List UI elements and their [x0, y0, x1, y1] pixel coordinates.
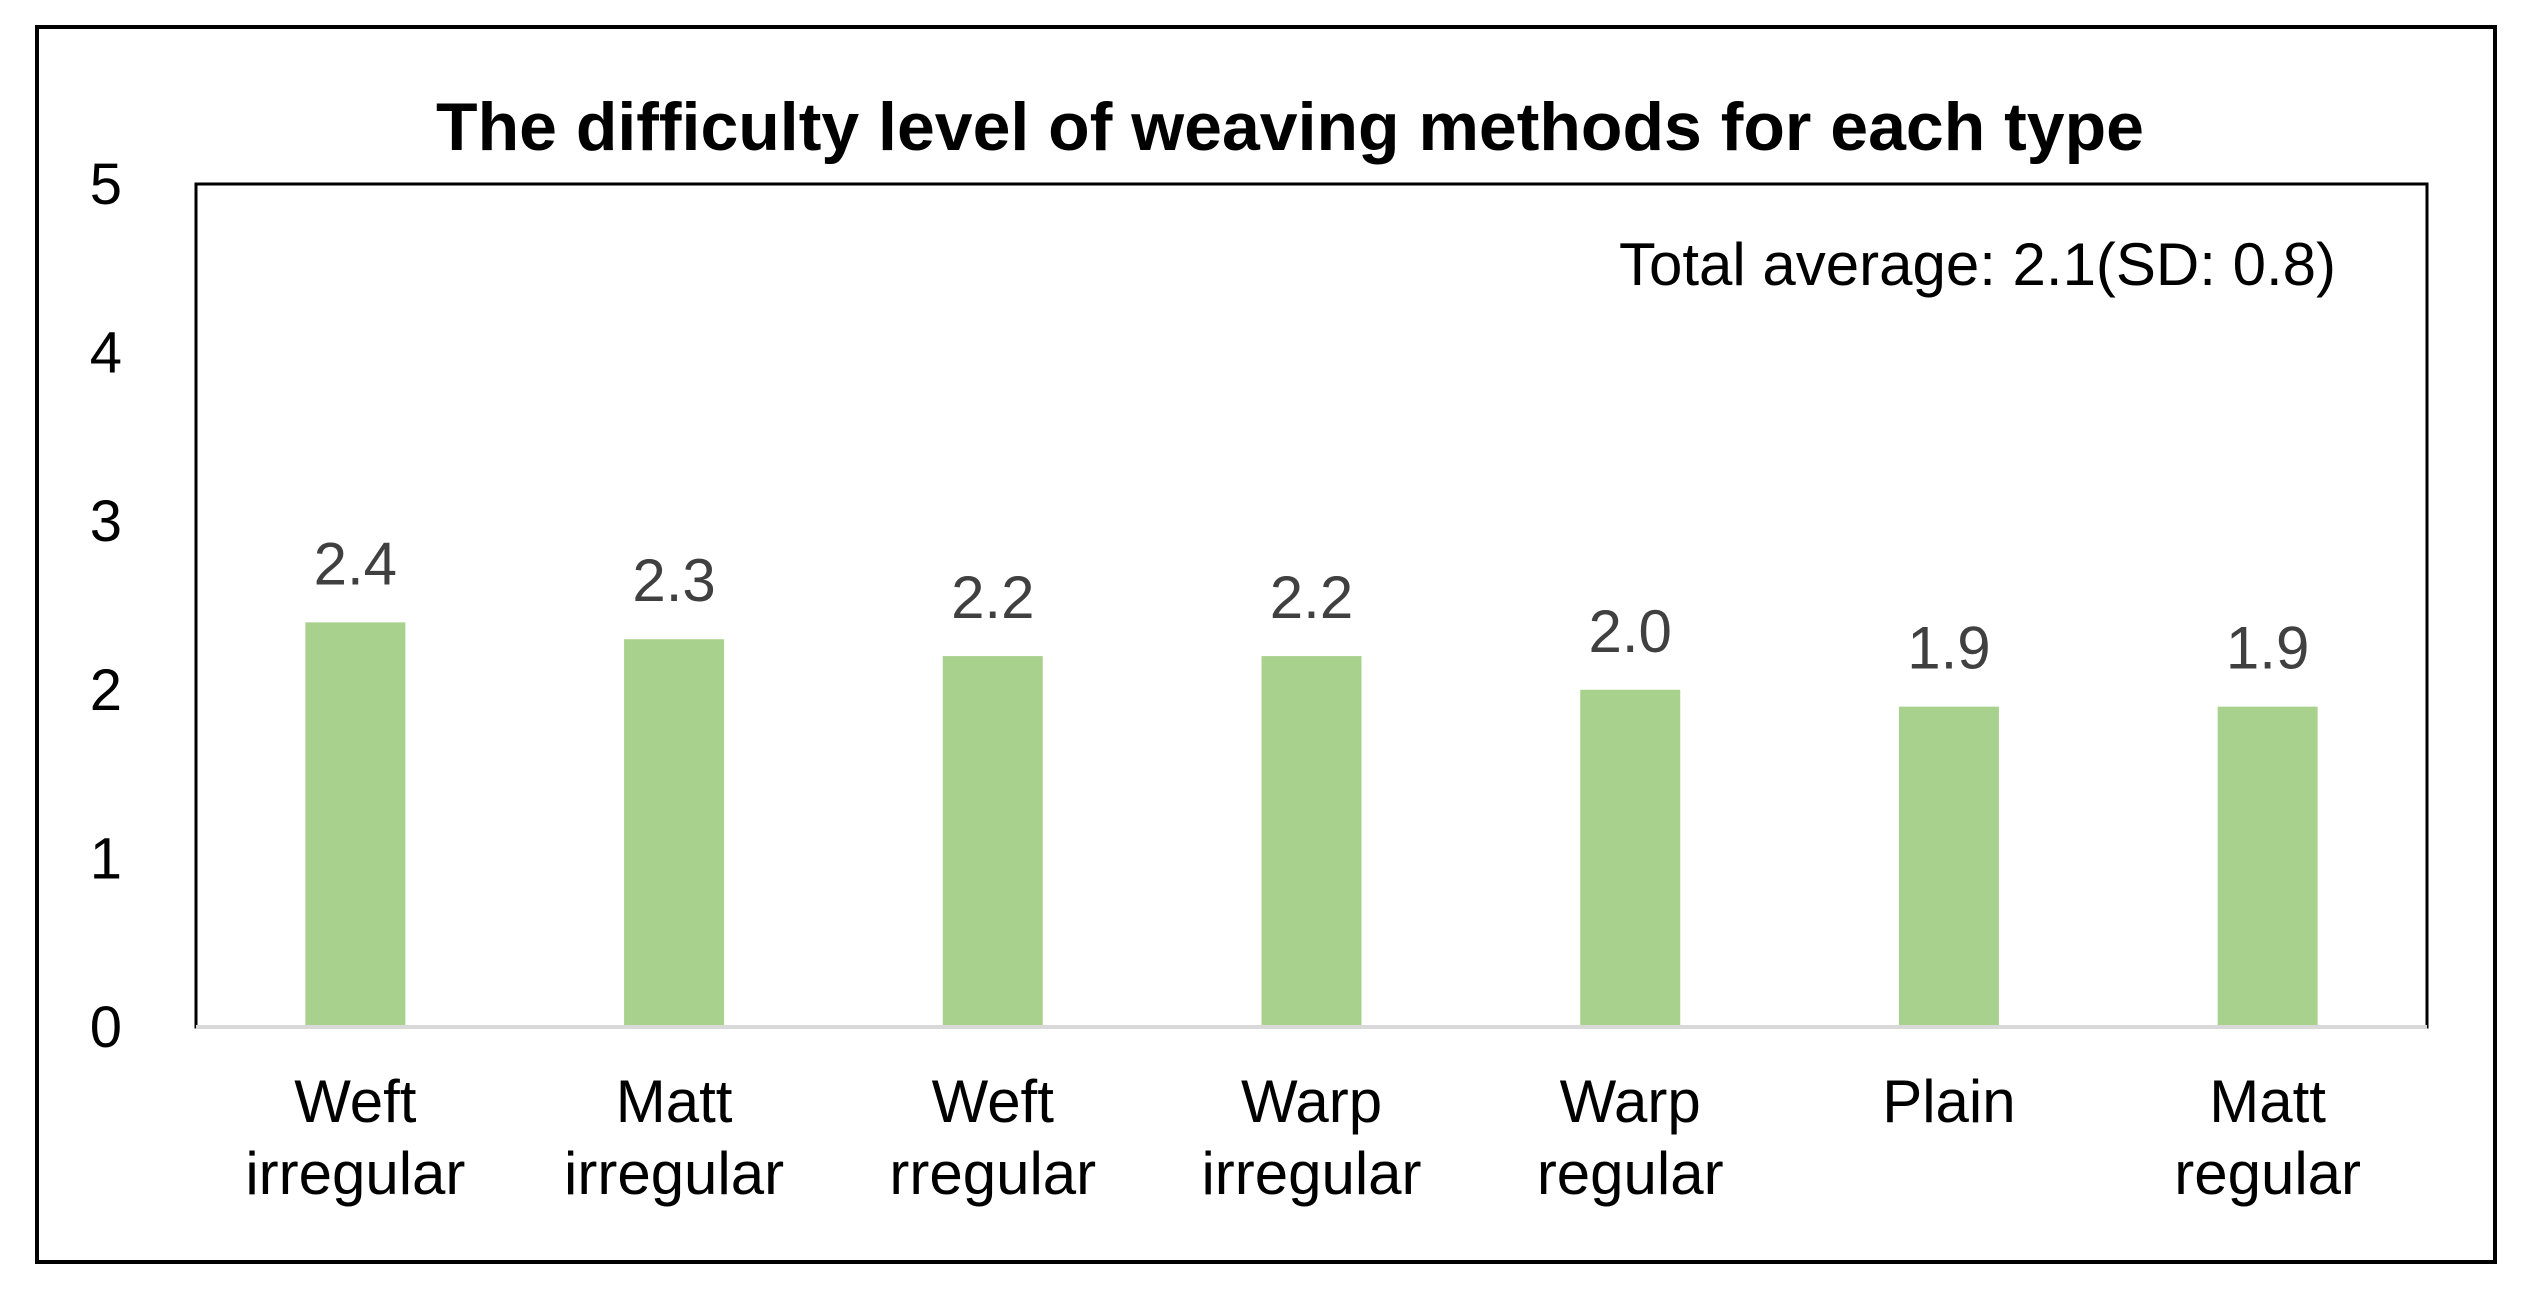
- y-tick-label: 5: [90, 152, 122, 217]
- data-label: 2.4: [314, 530, 397, 597]
- data-label: 2.2: [951, 564, 1034, 631]
- y-tick-label: 3: [90, 489, 122, 554]
- bar: [305, 622, 406, 1027]
- x-tick-label: Matt: [616, 1068, 733, 1135]
- bar: [2217, 706, 2318, 1027]
- x-tick-label: Warp: [1241, 1068, 1382, 1135]
- y-tick-label: 0: [90, 995, 122, 1060]
- data-label: 2.0: [1589, 598, 1672, 665]
- x-tick-label: Warp: [1560, 1068, 1701, 1135]
- data-label: 1.9: [2226, 615, 2309, 682]
- x-tick-label: Weft: [932, 1068, 1055, 1135]
- x-tick-label: rregular: [889, 1140, 1096, 1207]
- x-tick-label: irregular: [245, 1140, 465, 1207]
- data-label: 1.9: [1907, 615, 1990, 682]
- y-tick-label: 2: [90, 658, 122, 723]
- data-label: 2.2: [1270, 564, 1353, 631]
- bar: [1580, 689, 1681, 1027]
- y-tick-label: 1: [90, 826, 122, 891]
- bar-series: [305, 622, 2318, 1027]
- data-label: 2.3: [632, 547, 715, 614]
- total-average-annotation: Total average: 2.1(SD: 0.8): [1619, 231, 2336, 298]
- x-tick-label: irregular: [564, 1140, 784, 1207]
- x-tick-label: irregular: [1201, 1140, 1421, 1207]
- x-tick-label: Weft: [294, 1068, 417, 1135]
- chart-title: The difficulty level of weaving methods …: [436, 89, 2144, 165]
- y-axis-ticks: 0 1 2 3 4 5: [90, 152, 122, 1060]
- x-tick-label: Plain: [1882, 1068, 2015, 1135]
- x-tick-label: regular: [1537, 1140, 1724, 1207]
- data-labels: 2.4 2.3 2.2 2.2 2.0 1.9 1.9: [314, 530, 2310, 681]
- y-tick-label: 4: [90, 321, 122, 386]
- bar: [942, 656, 1043, 1027]
- x-tick-label: Matt: [2209, 1068, 2326, 1135]
- bar: [624, 639, 725, 1027]
- bar: [1261, 656, 1362, 1027]
- x-tick-label: regular: [2174, 1140, 2361, 1207]
- figure-border: [35, 25, 2497, 1264]
- x-axis-ticks: WeftirregularMattirregularWeftrregularWa…: [245, 1068, 2361, 1207]
- bar: [1898, 706, 1999, 1027]
